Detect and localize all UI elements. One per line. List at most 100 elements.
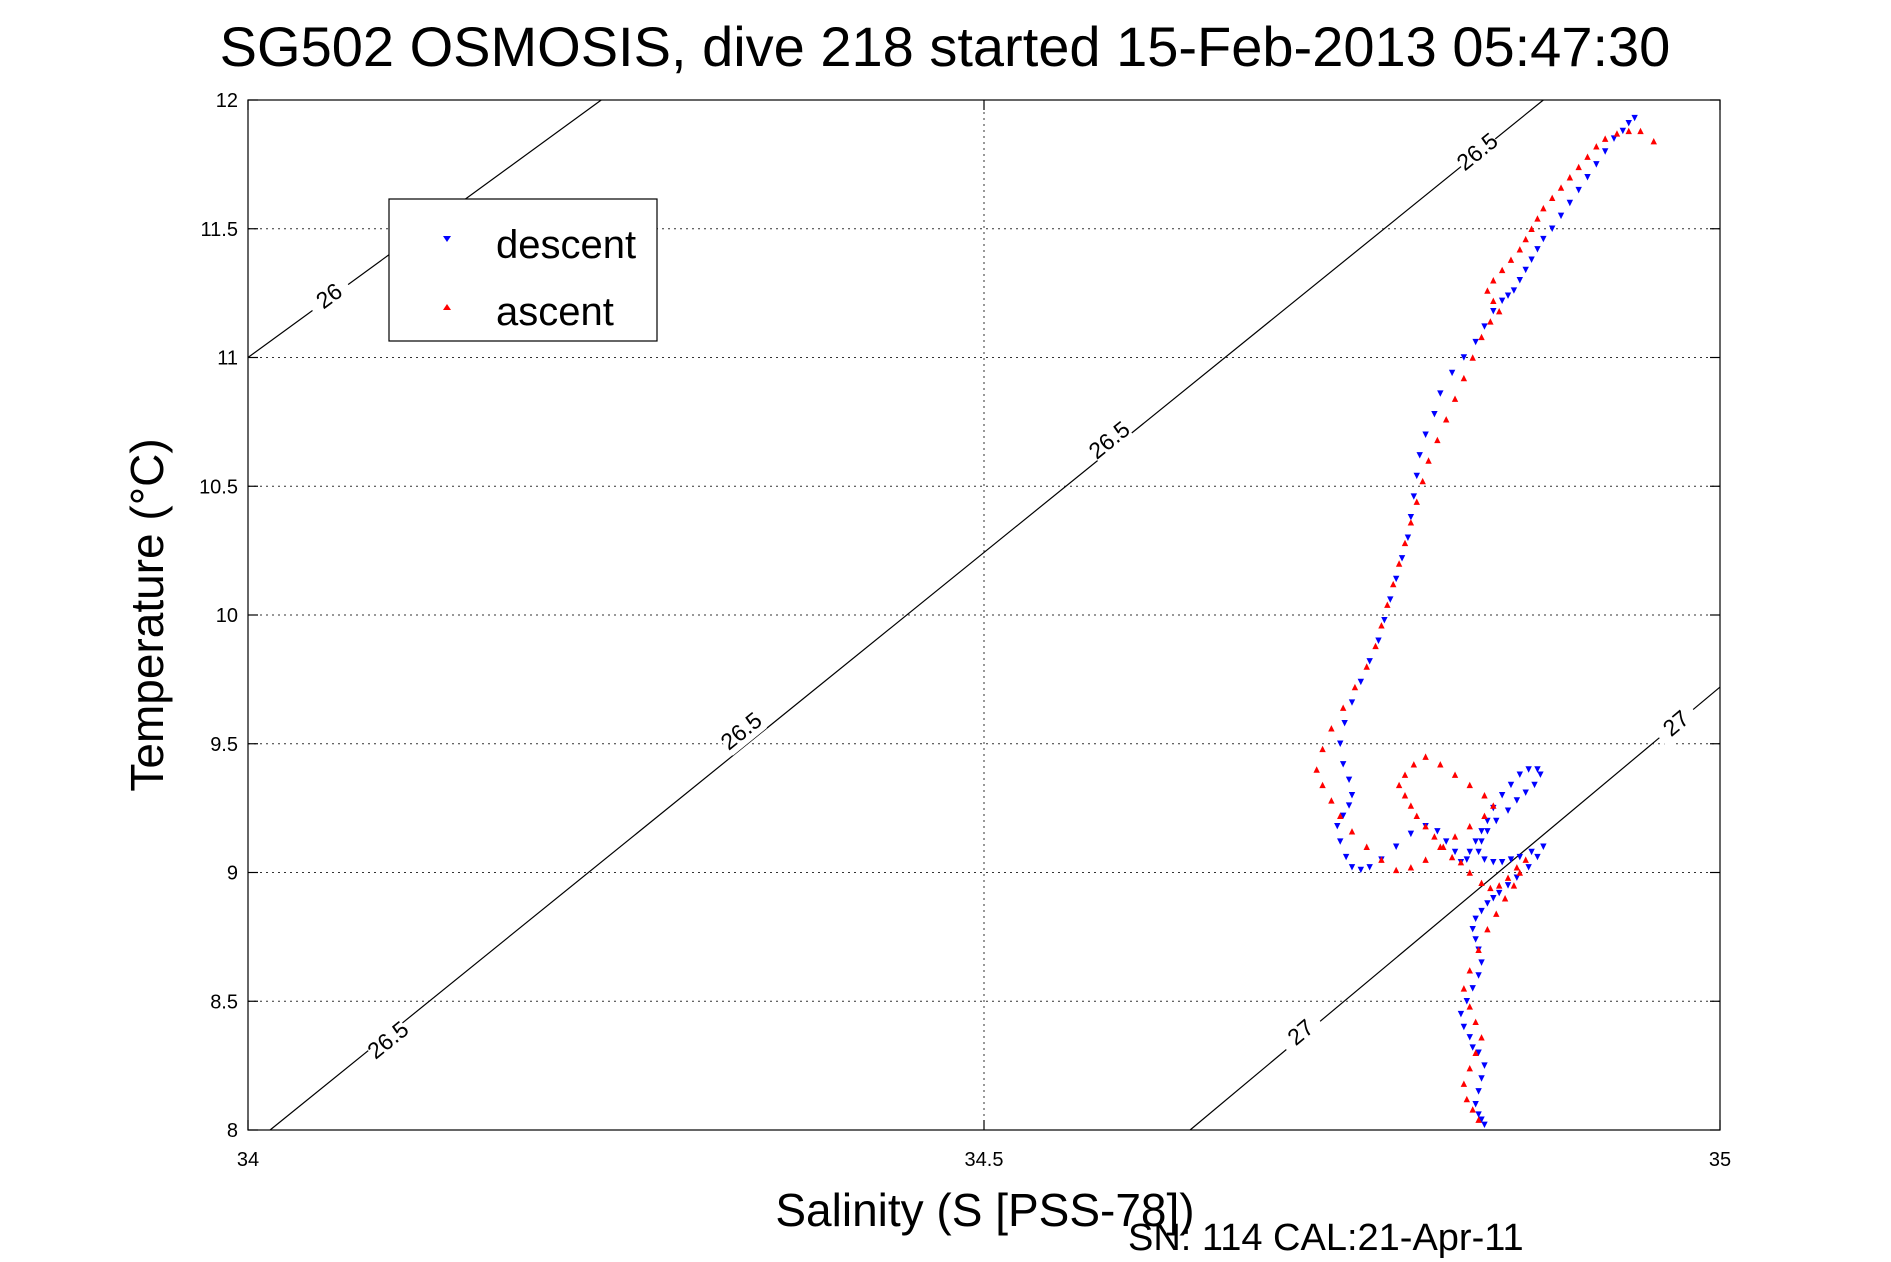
- point-descent: [1357, 678, 1365, 686]
- point-descent: [1493, 817, 1500, 825]
- point-descent: [1504, 882, 1512, 889]
- point-descent: [1481, 1062, 1488, 1069]
- y-tick-label: 10.5: [199, 476, 238, 498]
- point-descent: [1584, 174, 1591, 181]
- point-ascent: [1313, 766, 1320, 773]
- point-descent: [1513, 797, 1521, 804]
- point-descent: [1540, 843, 1547, 850]
- point-ascent: [1463, 1095, 1471, 1103]
- point-descent: [1410, 493, 1418, 500]
- point-descent: [1375, 637, 1382, 644]
- point-descent: [1504, 807, 1512, 814]
- point-descent: [1534, 853, 1541, 861]
- point-ascent: [1469, 1106, 1476, 1113]
- point-ascent: [1372, 642, 1379, 650]
- point-ascent: [1413, 498, 1420, 505]
- point-descent: [1534, 766, 1541, 773]
- point-descent: [1345, 776, 1353, 783]
- point-descent: [1534, 246, 1541, 253]
- point-descent: [1481, 856, 1488, 863]
- point-ascent: [1419, 477, 1426, 485]
- point-descent: [1342, 853, 1350, 861]
- point-descent: [1443, 838, 1450, 845]
- point-descent: [1475, 972, 1482, 979]
- point-ascent: [1401, 792, 1409, 799]
- point-descent: [1337, 838, 1344, 845]
- contour-label-bg: [302, 271, 355, 320]
- point-descent: [1516, 277, 1524, 284]
- point-ascent: [1557, 184, 1565, 191]
- point-descent: [1525, 864, 1532, 871]
- contour-label-bg: [1649, 698, 1702, 749]
- point-descent: [1496, 889, 1503, 897]
- point-ascent: [1516, 869, 1524, 876]
- point-ascent: [1363, 663, 1370, 670]
- point-descent: [1469, 985, 1476, 992]
- point-ascent: [1475, 1116, 1482, 1123]
- y-tick-label: 9: [227, 863, 238, 885]
- point-ascent: [1451, 395, 1459, 402]
- point-descent: [1472, 1101, 1479, 1108]
- point-descent: [1481, 323, 1488, 330]
- point-descent: [1334, 822, 1341, 830]
- y-tick-label: 9.5: [210, 734, 238, 756]
- point-ascent: [1348, 828, 1356, 835]
- x-tick-label: 34: [237, 1149, 259, 1171]
- point-descent: [1507, 781, 1515, 789]
- point-descent: [1407, 830, 1415, 838]
- point-descent: [1463, 856, 1471, 863]
- point-ascent: [1437, 843, 1444, 850]
- point-ascent: [1522, 235, 1529, 243]
- serial-calibration-note: SN: 114 CAL:21-Apr-11: [1128, 1217, 1524, 1259]
- point-ascent: [1437, 761, 1444, 768]
- legend-label-descent: descent: [496, 223, 636, 267]
- y-tick-label: 10: [216, 605, 238, 627]
- point-ascent: [1407, 802, 1415, 809]
- point-ascent: [1395, 781, 1403, 789]
- point-ascent: [1451, 771, 1459, 778]
- point-ascent: [1328, 725, 1335, 732]
- point-descent: [1484, 817, 1491, 825]
- point-ascent: [1513, 864, 1521, 871]
- point-ascent: [1466, 1003, 1473, 1010]
- point-descent: [1460, 1023, 1468, 1031]
- point-descent: [1466, 848, 1473, 856]
- point-ascent: [1337, 812, 1344, 820]
- point-ascent: [1484, 925, 1491, 933]
- y-axis-label: Temperature (°C): [121, 438, 173, 791]
- point-descent: [1431, 410, 1438, 418]
- point-descent: [1593, 161, 1600, 168]
- point-ascent: [1584, 153, 1591, 160]
- point-descent: [1407, 513, 1415, 521]
- point-descent: [1566, 199, 1574, 207]
- contour-label-bg: [361, 1015, 414, 1065]
- point-ascent: [1493, 910, 1500, 917]
- point-descent: [1341, 719, 1348, 727]
- point-ascent: [1510, 882, 1518, 889]
- point-descent: [1381, 616, 1388, 624]
- point-ascent: [1575, 163, 1582, 171]
- point-descent: [1472, 338, 1479, 346]
- point-ascent: [1319, 781, 1326, 789]
- point-descent: [1490, 895, 1497, 902]
- y-tick-label: 8: [227, 1120, 238, 1142]
- point-ascent: [1490, 297, 1497, 305]
- point-ascent: [1431, 833, 1438, 840]
- point-ascent: [1448, 853, 1456, 861]
- y-tick-label: 11.5: [201, 219, 238, 241]
- point-descent: [1540, 235, 1547, 243]
- contour-label-bg: [1083, 415, 1136, 465]
- point-ascent: [1504, 874, 1512, 881]
- point-ascent: [1460, 1080, 1468, 1087]
- point-descent: [1478, 838, 1485, 845]
- point-ascent: [1466, 967, 1473, 974]
- point-ascent: [1528, 225, 1535, 232]
- point-ascent: [1339, 704, 1347, 711]
- point-ascent: [1487, 884, 1494, 892]
- point-ascent: [1478, 333, 1485, 341]
- point-descent: [1475, 1111, 1482, 1118]
- x-tick-label: 35: [1709, 1149, 1731, 1171]
- point-descent: [1366, 658, 1373, 665]
- point-ascent: [1363, 843, 1370, 850]
- point-descent: [1345, 802, 1353, 809]
